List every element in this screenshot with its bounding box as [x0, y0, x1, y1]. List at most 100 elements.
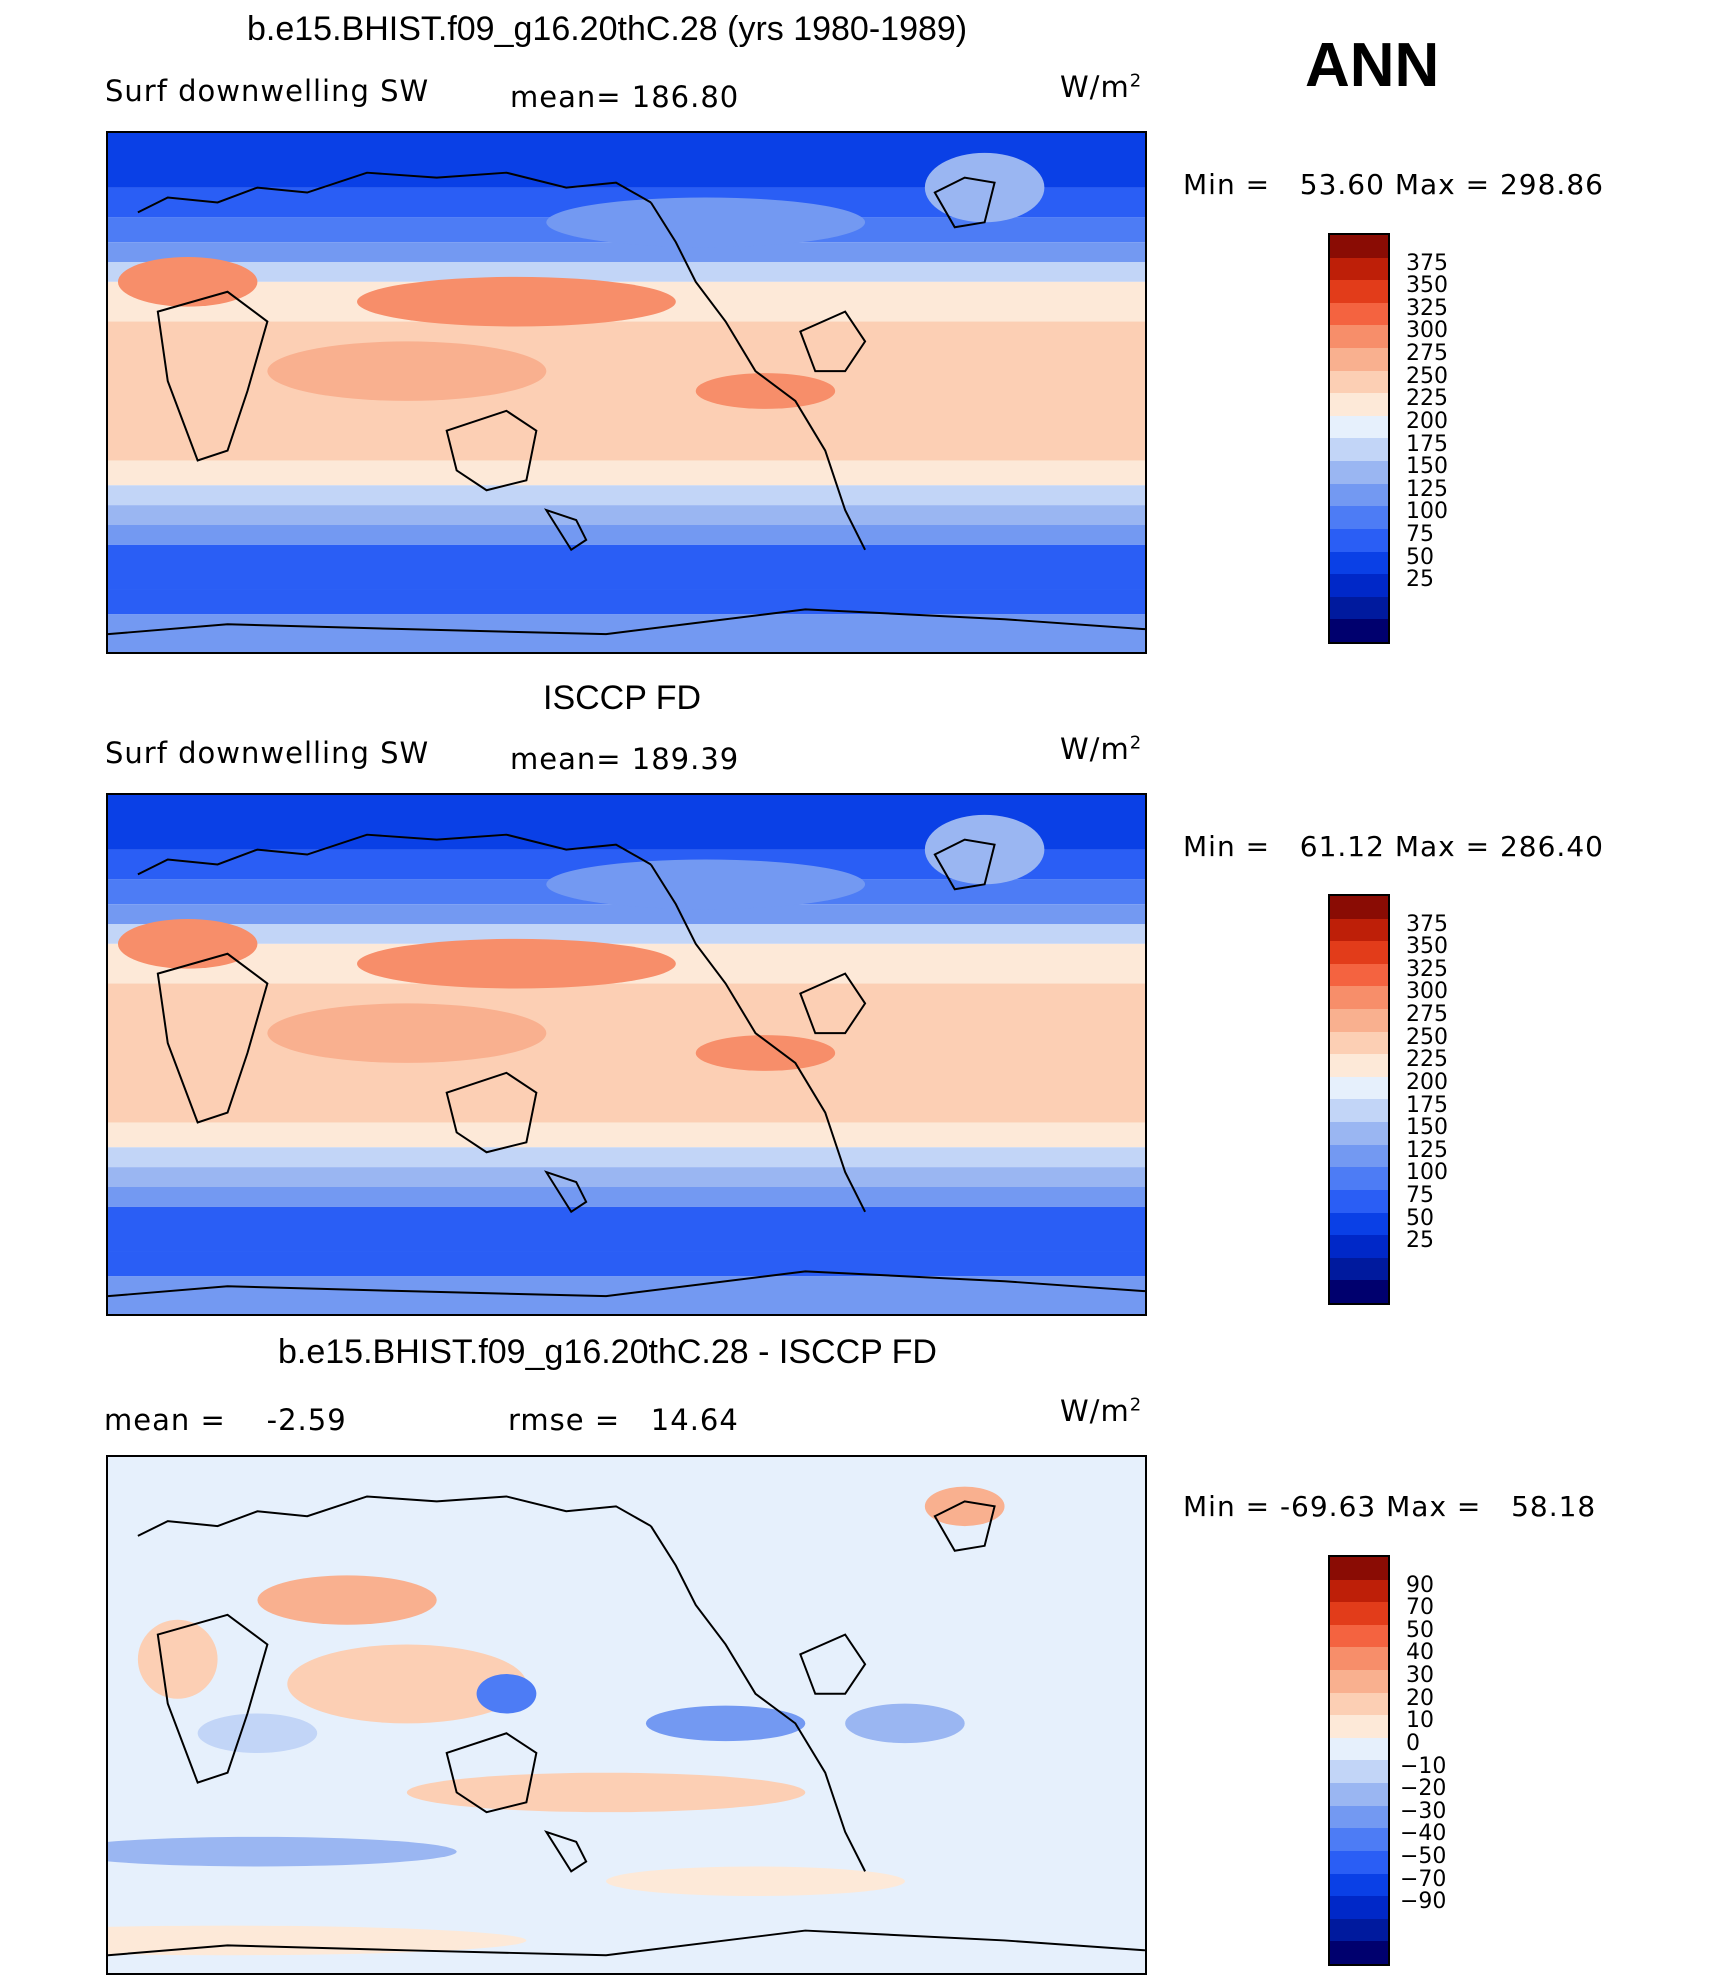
colorbar-tick-label: 275 [1406, 1002, 1448, 1028]
colorbar-swatch [1330, 551, 1388, 575]
field-anomaly [108, 1836, 457, 1867]
panel1-colorbar [1328, 233, 1390, 644]
panel1-units-exp: 2 [1129, 70, 1143, 92]
colorbar-swatch [1330, 280, 1388, 303]
field-anomaly [606, 1866, 905, 1897]
field-band [108, 1167, 1145, 1187]
field-band [108, 321, 1145, 461]
coastline [445, 1732, 538, 1814]
field-anomaly [197, 1713, 318, 1753]
field-anomaly [924, 1486, 1005, 1527]
panel1-units: W/m2 [1060, 70, 1142, 104]
panel3-colorbar [1328, 1555, 1390, 1966]
panel3-map-field [108, 1457, 1145, 1973]
colorbar-swatch [1330, 1235, 1388, 1258]
coastline [156, 952, 269, 1124]
colorbar-swatch [1330, 1760, 1388, 1784]
field-band [108, 924, 1145, 944]
panel3-min-value: -69.63 [1279, 1490, 1377, 1523]
colorbar-tick-label: 100 [1406, 499, 1448, 525]
field-band [108, 524, 1145, 545]
coastline [650, 1525, 866, 1872]
panel2-mean-stat: mean= 189.39 [510, 742, 739, 776]
colorbar-swatch [1330, 1212, 1388, 1236]
colorbar-swatch [1330, 1099, 1388, 1123]
colorbar-tick-label: −50 [1400, 1843, 1447, 1869]
field-anomaly [257, 1575, 437, 1625]
panel3-max-label: Max = [1386, 1490, 1482, 1523]
colorbar-swatch [1330, 1122, 1388, 1145]
colorbar-tick-label: 100 [1406, 1160, 1448, 1186]
coastline [543, 1830, 588, 1873]
field-anomaly [357, 276, 676, 327]
colorbar-tick-label: −10 [1400, 1753, 1447, 1779]
colorbar-swatch [1330, 257, 1388, 281]
panel1-map-field [108, 133, 1145, 652]
coastline [933, 838, 996, 891]
colorbar-swatch [1330, 1873, 1388, 1897]
colorbar-tick-label: 30 [1406, 1663, 1434, 1689]
colorbar-tick-label: 20 [1406, 1685, 1434, 1711]
panel1-max-label: Max = [1394, 168, 1491, 201]
colorbar-swatch [1330, 574, 1388, 597]
field-anomaly [546, 197, 866, 248]
colorbar-swatch [1330, 1144, 1388, 1168]
colorbar-swatch [1330, 1189, 1388, 1213]
panel3-units-exp: 2 [1129, 1394, 1143, 1416]
colorbar-swatch [1330, 235, 1388, 258]
field-band [108, 1206, 1145, 1252]
coastline [543, 508, 588, 552]
panel1-min-label: Min = [1183, 168, 1271, 201]
field-band [108, 589, 1145, 615]
panel1-map [106, 131, 1147, 654]
panel2-max-value: 286.40 [1499, 830, 1604, 863]
colorbar-tick-label: 50 [1406, 1617, 1434, 1643]
panel3-mean-label: mean = [104, 1403, 226, 1437]
colorbar-swatch [1330, 370, 1388, 394]
colorbar-tick-label: 40 [1406, 1640, 1434, 1666]
colorbar-tick-label: 25 [1406, 567, 1434, 593]
colorbar-tick-label: 350 [1406, 934, 1448, 960]
coastline [108, 608, 1145, 636]
panel2-variable-label: Surf downwelling SW [105, 736, 430, 770]
colorbar-tick-label: 375 [1406, 911, 1448, 937]
colorbar-tick-label: 325 [1406, 295, 1448, 321]
coastline [156, 290, 269, 462]
colorbar-swatch [1330, 1557, 1388, 1580]
colorbar-tick-label: 325 [1406, 956, 1448, 982]
field-anomaly [924, 814, 1045, 885]
coastline [137, 1495, 652, 1537]
panel2-map [106, 793, 1147, 1316]
colorbar-tick-label: 300 [1406, 979, 1448, 1005]
panel2-min-value: 61.12 [1299, 830, 1385, 863]
colorbar-swatch [1330, 596, 1388, 620]
field-band [108, 242, 1145, 263]
coastline [137, 833, 652, 876]
field-anomaly [845, 1703, 965, 1744]
colorbar-tick-label: 175 [1406, 1092, 1448, 1118]
field-anomaly [546, 859, 866, 910]
colorbar-tick-label: 200 [1406, 1069, 1448, 1095]
colorbar-tick-label: 50 [1406, 1205, 1434, 1231]
panel3-rmse-value: 14.64 [650, 1403, 739, 1437]
panel3-min-label: Min = [1183, 1490, 1271, 1523]
colorbar-swatch [1330, 1828, 1388, 1851]
colorbar-swatch [1330, 528, 1388, 552]
panel1-variable-label: Surf downwelling SW [105, 74, 430, 108]
coastline [137, 171, 652, 214]
panel2-minmax: Min = 61.12 Max = 286.40 [1183, 830, 1604, 863]
panel2-units: W/m2 [1060, 732, 1142, 766]
coastline [650, 201, 866, 551]
colorbar-tick-label: 75 [1406, 1182, 1434, 1208]
colorbar-swatch [1330, 1031, 1388, 1055]
panel1-mean-label: mean= [510, 80, 622, 114]
colorbar-tick-label: 175 [1406, 431, 1448, 457]
colorbar-tick-label: 375 [1406, 250, 1448, 276]
colorbar-swatch [1330, 506, 1388, 529]
colorbar-tick-label: 275 [1406, 341, 1448, 367]
coastline [445, 1071, 538, 1154]
colorbar-tick-label: 25 [1406, 1228, 1434, 1254]
panel3-units: W/m2 [1060, 1394, 1142, 1428]
colorbar-swatch [1330, 483, 1388, 507]
panel3-minmax: Min = -69.63 Max = 58.18 [1183, 1490, 1596, 1523]
